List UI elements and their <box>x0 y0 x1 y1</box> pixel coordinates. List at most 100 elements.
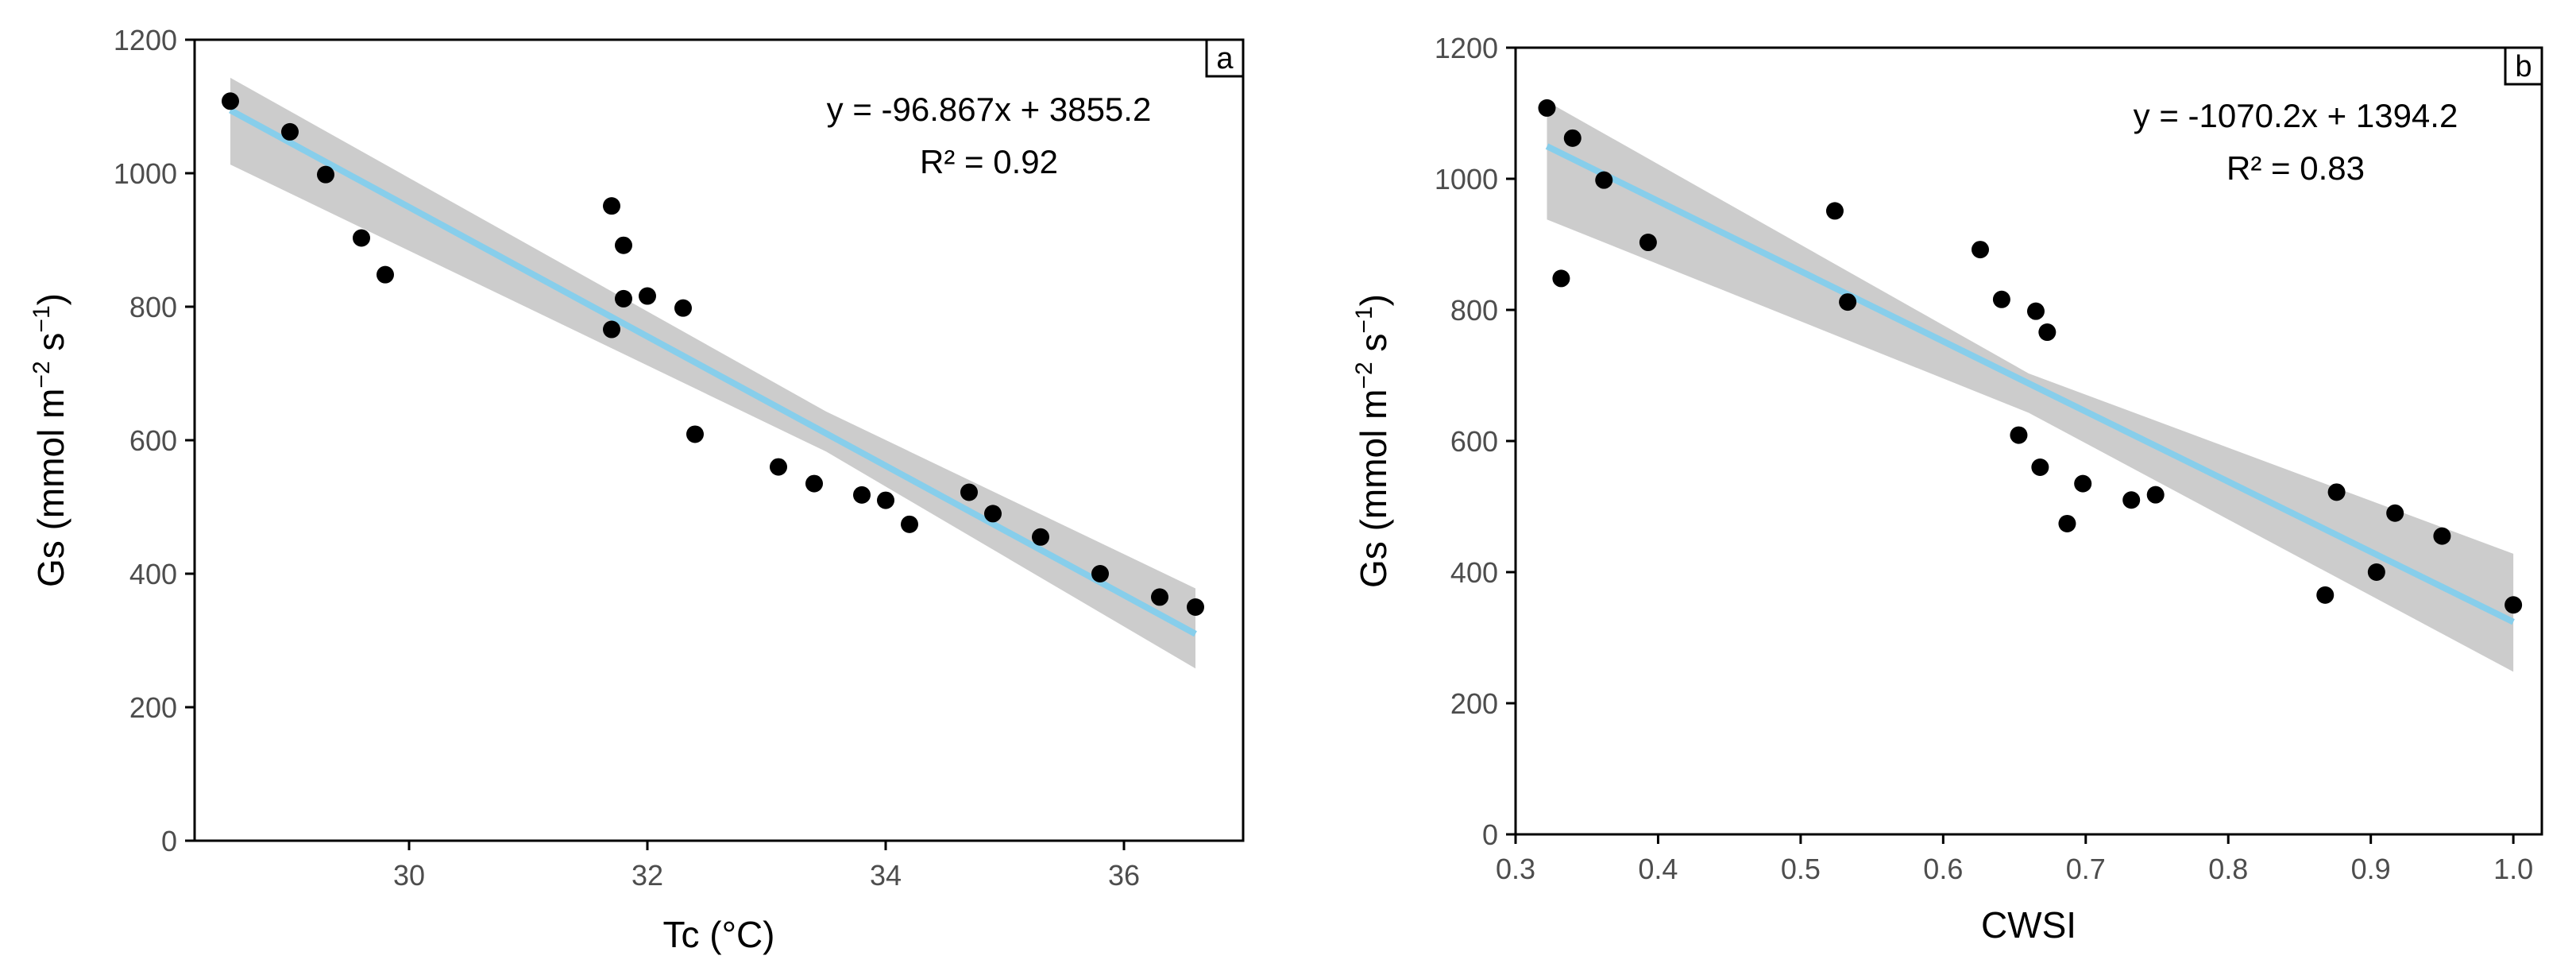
panel-a-y-tick-label: 1200 <box>114 24 177 56</box>
panel-a-letter: a <box>1216 42 1234 75</box>
panel-a-letter-box <box>1205 38 1245 78</box>
panel-b-x-tick-label: 0.5 <box>1781 853 1821 885</box>
panel-b-equation: y = -1070.2x + 1394.2 <box>2134 97 2458 134</box>
panel-b-data-point <box>2010 426 2028 444</box>
panel-a-data-point <box>901 515 918 533</box>
panel-a-fit-layer <box>229 107 1197 637</box>
panel-b-y-tick-label: 1200 <box>1435 32 1498 64</box>
panel-b-fit-layer <box>1545 143 2515 625</box>
panel-b-y-tick-label: 800 <box>1450 294 1498 327</box>
panel-b-x-tick-label: 0.3 <box>1496 853 1535 885</box>
panel-a-x-axis-title: Tc (°C) <box>662 914 774 955</box>
panel-b-data-point <box>1839 293 1857 311</box>
panel-a-y-tick-label: 200 <box>129 691 177 724</box>
panel-b-y-main: Gs <box>1353 541 1394 588</box>
panel-b-y-tick-label: 400 <box>1450 556 1498 589</box>
panel-a-data-point <box>281 122 299 141</box>
panel-b-letter: b <box>2515 50 2532 83</box>
panel-b-data-point <box>1563 129 1582 147</box>
panel-b-data-point <box>1552 269 1570 288</box>
panel-b-data-point <box>2074 474 2092 493</box>
panel-a-y-tick-label: 0 <box>161 825 177 857</box>
panel-a-y-ticks: 0 200 400 600 800 1000 1200 <box>114 24 195 857</box>
panel-b-y-ticks: 0 200 400 600 800 1000 1200 <box>1435 32 1516 851</box>
panel-b-data-point <box>2122 491 2141 509</box>
panel-b-letter-box <box>2504 46 2543 86</box>
panel-b-data-point <box>1825 202 1844 220</box>
panel-a-y-unit: mmol m <box>30 389 71 519</box>
panel-b-x-tick-label: 0.8 <box>2208 853 2248 885</box>
panel-b-y-tick-label: 200 <box>1450 687 1498 720</box>
panel-a-data-point <box>603 197 620 215</box>
panel-b-data-point <box>2026 302 2045 320</box>
panel-a: 30 32 34 36 0 200 400 600 800 1000 1200 y = -96.8… <box>29 24 1245 955</box>
panel-a-points-layer <box>222 92 1204 616</box>
panel-a-data-point <box>960 483 978 501</box>
panel-b-x-tick-label: 0.4 <box>1638 853 1678 885</box>
panel-b-data-point <box>1595 171 1613 189</box>
panel-b-points-layer <box>1538 99 2523 614</box>
panel-b-x-tick-label: 0.9 <box>2351 853 2391 885</box>
panel-a-data-point <box>853 486 871 504</box>
panel-a-x-ticks: 30 32 34 36 <box>393 841 1140 892</box>
panel-a-data-point <box>353 229 370 247</box>
panel-a-data-point <box>639 287 656 305</box>
panel-a-data-point <box>805 474 823 493</box>
panel-a-y-exp1: −2 <box>29 361 55 388</box>
panel-b-x-tick-label: 1.0 <box>2493 853 2533 885</box>
panel-a-data-point <box>877 491 894 509</box>
panel-b-data-point <box>2367 563 2385 581</box>
panel-a-y-s: s <box>30 333 71 351</box>
panel-a-x-tick-label: 36 <box>1108 859 1140 892</box>
panel-b-data-point <box>2038 323 2057 342</box>
panel-b-data-point <box>2316 586 2335 604</box>
panel-a-data-point <box>615 289 632 308</box>
panel-a-data-point <box>984 505 1002 523</box>
panel-a-r-squared: R² = 0.92 <box>920 143 1058 180</box>
panel-b-data-point <box>2031 458 2049 476</box>
panel-b-y-axis-title: Gs (mmol m−2 s−1) <box>1351 294 1394 588</box>
panel-b-data-point <box>2058 514 2076 532</box>
panel-b-y-s: s <box>1353 334 1394 352</box>
panel-b-x-tick-label: 0.6 <box>1923 853 1963 885</box>
panel-b-data-point <box>2327 483 2346 501</box>
panel-a-y-main: Gs <box>30 540 71 587</box>
panel-a-y-tick-label: 800 <box>129 291 177 323</box>
panel-a-y-exp2: −1 <box>29 305 55 332</box>
panel-a-data-point <box>615 236 632 254</box>
panel-a-regression-line <box>229 107 1197 637</box>
panel-b-y-exp2: −1 <box>1351 306 1377 333</box>
panel-b-r-squared: R² = 0.83 <box>2226 149 2365 187</box>
panel-b-data-point <box>2505 596 2523 614</box>
panel-a-data-point <box>686 425 704 443</box>
panel-b-data-point <box>1971 241 1989 259</box>
panel-b-data-point <box>1639 234 1657 252</box>
panel-a-y-tick-label: 1000 <box>114 157 177 190</box>
panel-a-y-tick-label: 400 <box>129 558 177 590</box>
panel-a-data-point <box>1151 588 1168 606</box>
panel-b-y-tick-label: 0 <box>1482 818 1498 851</box>
panel-a-y-tick-label: 600 <box>129 424 177 457</box>
panel-a-data-point <box>1187 598 1204 616</box>
panel-b-x-axis-title: CWSI <box>1981 904 2076 946</box>
panel-b: 0.3 0.4 0.5 0.6 0.7 0.8 0.9 1.0 0 200 400 600 800 10… <box>1351 32 2543 946</box>
panel-b-y-unit: mmol m <box>1353 389 1394 520</box>
panel-b-data-point <box>2386 504 2404 522</box>
panel-b-x-tick-label: 0.7 <box>2066 853 2106 885</box>
panel-b-y-exp1: −2 <box>1351 362 1377 389</box>
panel-b-data-point <box>2146 486 2165 504</box>
panel-a-y-axis-title: Gs (mmol m−2 s−1) <box>29 293 71 587</box>
panel-b-regression-line <box>1545 143 2515 625</box>
panel-a-data-point <box>1032 528 1049 546</box>
panel-b-y-tick-label: 600 <box>1450 425 1498 458</box>
panel-b-data-point <box>1992 290 2010 308</box>
panel-a-equation: y = -96.867x + 3855.2 <box>827 91 1152 128</box>
panel-b-y-tick-label: 1000 <box>1435 163 1498 195</box>
panel-a-x-tick-label: 32 <box>631 859 663 892</box>
panel-a-x-tick-label: 34 <box>870 859 902 892</box>
panel-a-data-point <box>377 265 394 284</box>
panel-a-data-point <box>1091 565 1109 582</box>
panel-a-x-tick-label: 30 <box>393 859 425 892</box>
